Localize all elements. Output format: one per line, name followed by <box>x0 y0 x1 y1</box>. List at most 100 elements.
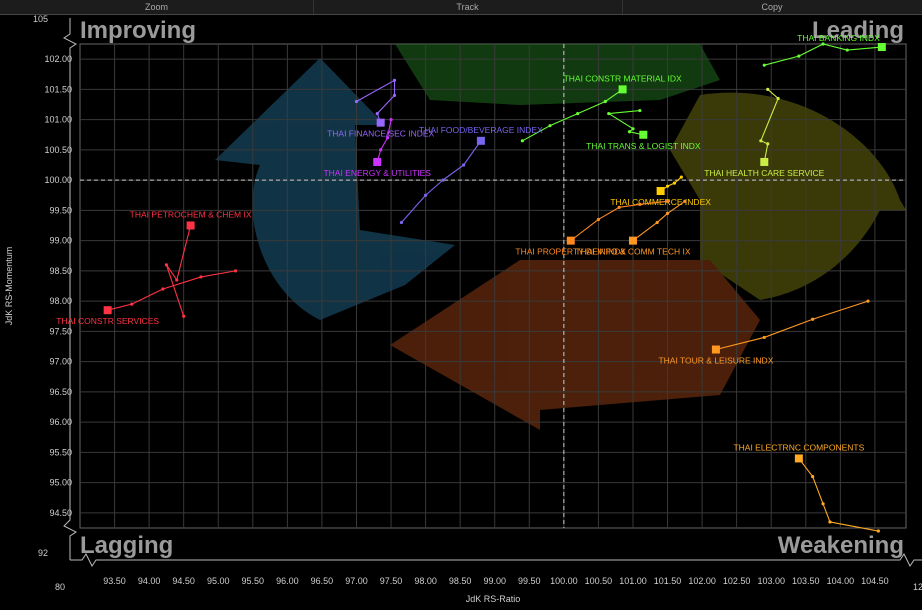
y-tick-label: 96.50 <box>49 387 72 397</box>
x-tick-label: 96.50 <box>311 576 334 586</box>
yellow-rotation-arrow <box>670 92 906 301</box>
trail-segment <box>812 476 824 504</box>
x-tick-label: 98.50 <box>449 576 472 586</box>
series-head-marker <box>711 345 720 354</box>
trail-point <box>845 48 849 52</box>
trail-segment <box>425 179 444 196</box>
trail-segment <box>162 276 202 290</box>
trail-segment <box>376 95 395 114</box>
trail-segment <box>639 200 668 205</box>
quadrant-label-weakening: Weakening <box>778 532 904 559</box>
x-tick-label: 102.50 <box>723 576 751 586</box>
trail-point <box>672 181 677 185</box>
y-tick-label: 101.50 <box>44 84 72 94</box>
trail-point <box>164 263 169 267</box>
trail-segment <box>715 336 765 351</box>
quadrant-label-leading: Leading <box>812 17 904 44</box>
y-tick-label: 99.50 <box>49 205 72 215</box>
trail-segment <box>764 55 800 66</box>
quadrant-label-lagging: Lagging <box>80 532 173 559</box>
trail-point <box>617 205 621 209</box>
trail-point <box>385 136 390 140</box>
y-tick-label: 96.00 <box>49 417 72 427</box>
y-tick-label: 95.50 <box>49 447 72 457</box>
trail-segment <box>598 206 620 220</box>
series-head-marker <box>566 236 575 245</box>
trail-segment <box>764 318 813 338</box>
trail-segment <box>577 100 606 115</box>
y-axis-title: JdK RS-Momentum <box>4 247 14 326</box>
trail-start-point <box>665 199 670 203</box>
trail-start-point <box>520 139 524 143</box>
y-bottom-tick-label: 92 <box>38 548 48 558</box>
trail-start-point <box>766 87 770 91</box>
trail-point <box>776 96 780 101</box>
chart-toolbar: Zoom Track Copy <box>0 0 922 15</box>
x-tick-label: 103.00 <box>757 576 785 586</box>
trail-start-point <box>638 108 642 113</box>
center-lines <box>80 44 906 528</box>
y-tick-label: 101.00 <box>44 115 72 125</box>
series-label: THAI TRANS & LOGIST INDX <box>586 141 701 151</box>
trail-point <box>424 193 428 197</box>
series-head-marker <box>628 236 637 245</box>
y-tick-label: 95.00 <box>49 478 72 488</box>
series-head-marker <box>373 157 382 166</box>
trail-segment <box>847 46 882 51</box>
trail-segment <box>619 203 640 208</box>
x-tick-label: 93.50 <box>103 576 126 586</box>
series-head-marker <box>877 43 886 52</box>
series-trail: THAI INFO & COMM TECH IX <box>575 199 691 257</box>
series-label: THAI TOUR & LEISURE INDX <box>658 356 773 366</box>
series-trail: THAI HEALTH CARE SERVICE <box>704 87 825 178</box>
series-trail: THAI BANKING INDX <box>762 33 886 67</box>
series-trail: THAI CONSTR MATERIAL IDX <box>520 73 682 143</box>
series-label: THAI CONSTR SERVICES <box>56 316 159 326</box>
trail-point <box>379 148 383 152</box>
series-head-marker <box>476 136 485 145</box>
x-tick-label: 102.00 <box>688 576 716 586</box>
trail-segment <box>522 125 551 142</box>
trail-segment <box>760 98 779 142</box>
trail-segment <box>107 303 132 311</box>
trail-point <box>638 202 642 206</box>
series-head-marker <box>639 130 648 139</box>
series-layer: THAI BANKING INDX THAI CONSTR MATERIAL ID… <box>56 33 886 533</box>
trail-point <box>762 335 766 340</box>
copy-button[interactable]: Copy <box>761 2 783 12</box>
trail-segment <box>463 140 482 166</box>
y-tick-label: 99.00 <box>49 236 72 246</box>
trail-start-point <box>866 299 870 303</box>
y-top-tick-label: 105 <box>33 14 48 24</box>
trail-point <box>627 130 632 134</box>
trail-start-point <box>679 175 683 179</box>
trail-segment <box>632 222 658 242</box>
trail-start-point <box>233 269 238 273</box>
trail-segment <box>401 194 427 223</box>
trail-point <box>175 278 179 282</box>
trail-start-point <box>762 63 766 67</box>
track-button[interactable]: Track <box>313 0 623 14</box>
x-tick-label: 99.00 <box>483 576 506 586</box>
series-trail: THAI ELECTRNC COMPONENTS <box>733 442 880 533</box>
trail-point <box>603 99 607 104</box>
series-trail: THAI PROPERTY DEV INDX <box>515 199 670 257</box>
x-tick-label: 95.50 <box>242 576 265 586</box>
y-tick-label: 94.50 <box>49 508 72 518</box>
trail-point <box>392 78 397 82</box>
trail-segment <box>608 113 634 130</box>
trail-point <box>821 502 825 506</box>
trail-point <box>607 111 611 116</box>
trail-start-point <box>354 99 359 104</box>
series-head-marker <box>103 306 112 315</box>
trail-point <box>631 127 635 131</box>
trail-point <box>797 54 801 58</box>
series-head-marker <box>376 118 385 127</box>
series-trail: THAI FOOD/BEVERAGE INDEX <box>399 125 543 225</box>
trail-segment <box>356 79 395 102</box>
series-trail: THAI FINANCE/SEC INDEX <box>327 78 435 139</box>
zoom-button[interactable]: Zoom <box>0 0 314 14</box>
trail-point <box>665 211 670 215</box>
series-head-marker <box>618 85 627 94</box>
trail-segment <box>131 288 164 305</box>
